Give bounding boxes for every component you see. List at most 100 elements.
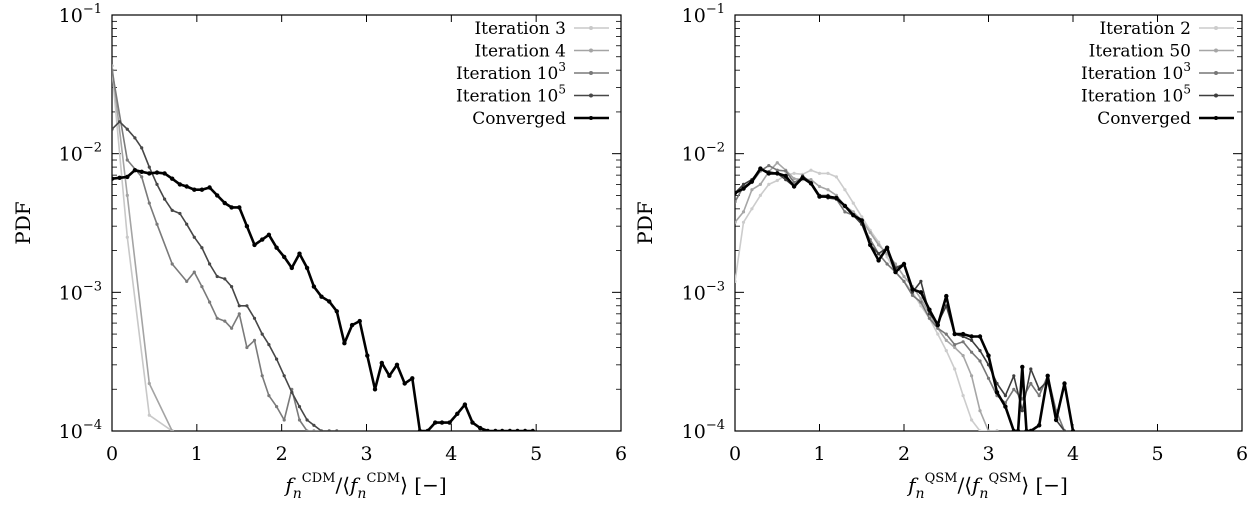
x-axis-title: fnCDM/⟨fnCDM⟩ [−] (283, 471, 446, 502)
data-point (155, 222, 159, 226)
data-point (319, 294, 324, 299)
data-point (507, 428, 513, 431)
data-point (140, 175, 144, 179)
data-point (749, 179, 755, 184)
data-point (741, 220, 746, 224)
data-point (1062, 429, 1067, 431)
series-line-5 (112, 168, 533, 431)
data-point (192, 187, 197, 192)
legend-marker (589, 26, 593, 30)
data-point (1053, 417, 1059, 423)
y-tick-label: 10−4 (59, 418, 102, 443)
legend-marker (1214, 26, 1218, 30)
data-point (809, 168, 813, 172)
data-point (893, 269, 898, 275)
data-point (455, 411, 460, 416)
data-point (215, 274, 219, 279)
series-line-3 (735, 164, 1066, 431)
data-point (877, 243, 881, 247)
data-point (884, 245, 890, 250)
data-point (297, 251, 302, 256)
data-point (953, 367, 957, 371)
data-point (1015, 428, 1021, 431)
data-point (735, 279, 737, 283)
data-point (758, 193, 763, 197)
x-tick-label: 4 (445, 443, 457, 465)
data-point (1003, 404, 1008, 409)
legend-label: Converged (472, 109, 566, 129)
y-tick-label: 10−1 (59, 2, 102, 27)
data-point (372, 387, 378, 392)
x-tick-label: 5 (1151, 443, 1163, 465)
data-point (927, 316, 932, 320)
data-point (207, 185, 212, 190)
data-point (387, 373, 392, 378)
data-point (470, 420, 475, 425)
data-point (1020, 364, 1025, 370)
data-point (775, 171, 780, 176)
data-point (741, 210, 746, 214)
data-point (515, 428, 520, 431)
data-point (767, 164, 771, 168)
data-point (944, 332, 948, 336)
data-point (282, 254, 287, 260)
data-point (834, 175, 839, 179)
x-tick-label: 6 (1236, 443, 1248, 465)
data-point (792, 180, 796, 185)
y-tick-label: 10−1 (682, 2, 725, 27)
data-point (969, 334, 974, 339)
data-point (809, 178, 813, 182)
y-tick-label: 10−4 (682, 418, 725, 443)
data-point (237, 205, 242, 210)
data-point (910, 287, 915, 292)
data-point (944, 349, 948, 353)
data-point (735, 190, 738, 196)
data-point (1037, 394, 1041, 398)
data-point (792, 177, 796, 181)
data-point (447, 420, 452, 425)
data-point (1024, 428, 1029, 431)
legend-marker (1214, 48, 1218, 53)
data-point (170, 262, 174, 266)
data-point (986, 353, 991, 358)
data-point (868, 230, 872, 235)
data-point (741, 182, 746, 186)
data-point (970, 338, 974, 342)
data-point (825, 194, 831, 199)
data-point (910, 290, 915, 294)
data-point (312, 423, 316, 427)
data-point (252, 242, 257, 248)
legend-label: Iteration 103 (456, 60, 566, 84)
data-point (961, 354, 965, 358)
data-point (125, 235, 129, 239)
plot-area (735, 161, 1076, 431)
data-point (843, 188, 847, 192)
data-point (918, 290, 924, 295)
data-point (902, 279, 906, 283)
data-point (125, 158, 129, 162)
data-point (741, 186, 746, 191)
data-point (185, 279, 189, 283)
data-point (522, 428, 528, 431)
data-point (200, 246, 204, 250)
data-point (244, 224, 250, 229)
data-point (223, 319, 227, 323)
data-point (394, 362, 400, 367)
data-point (112, 64, 114, 68)
data-point (927, 307, 932, 312)
y-axis-title: PDF (11, 201, 35, 244)
data-point (877, 252, 881, 256)
data-point (349, 322, 355, 328)
x-tick-label: 3 (982, 443, 994, 465)
data-point (162, 171, 167, 176)
data-point (791, 184, 797, 189)
data-point (500, 428, 505, 431)
data-point (758, 182, 763, 186)
data-point (170, 208, 174, 212)
data-point (944, 293, 949, 299)
data-point (1020, 409, 1024, 413)
data-point (960, 331, 966, 337)
legend-marker (589, 116, 593, 120)
data-point (112, 176, 115, 181)
data-point (860, 215, 864, 219)
